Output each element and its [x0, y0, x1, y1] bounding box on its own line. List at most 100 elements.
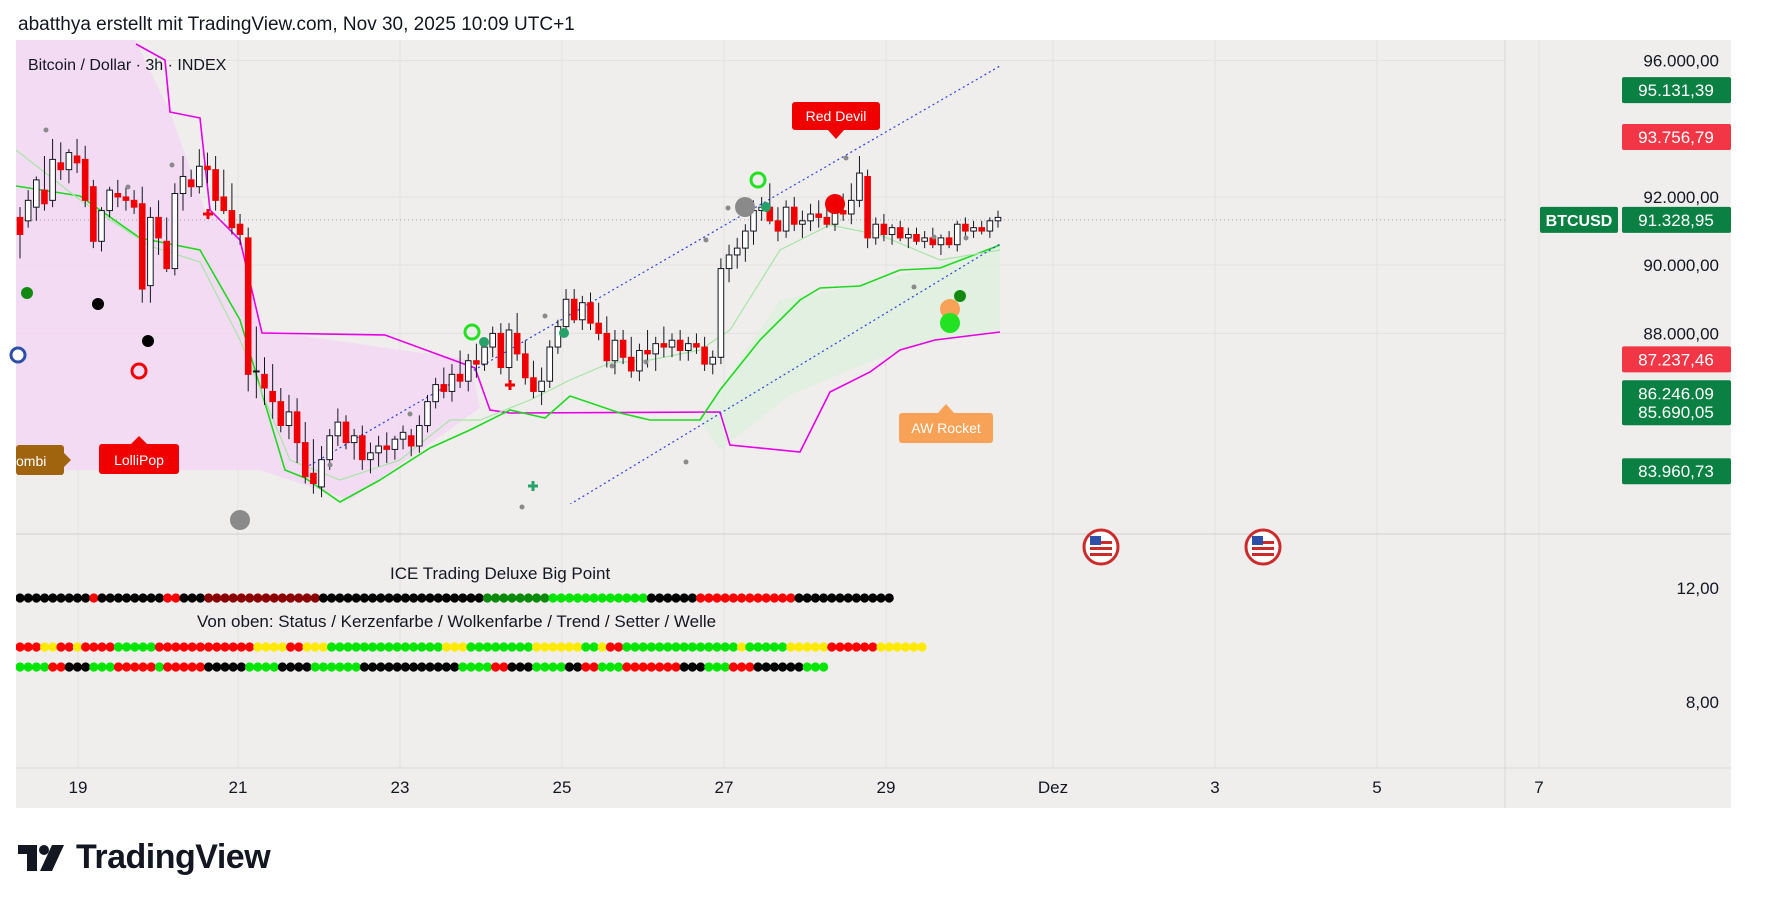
osc-dot [786, 593, 796, 603]
osc-dot [761, 593, 771, 603]
osc-dot [113, 662, 123, 672]
chart-caption: abatthya erstellt mit TradingView.com, N… [18, 14, 575, 35]
indicator-title-legend: Von oben: Status / Kerzenfarbe / Wolkenf… [197, 612, 716, 631]
candle-body [350, 435, 358, 444]
osc-dot [466, 593, 476, 603]
osc-dot [409, 662, 419, 672]
osc-dot [860, 593, 870, 603]
green-ring-marker [749, 171, 767, 189]
candle [611, 330, 619, 375]
price-label-bg [1622, 124, 1731, 151]
us-flag-icon[interactable] [1082, 528, 1120, 566]
label-aw-rocket-text: AW Rocket [911, 420, 981, 436]
candle [790, 196, 798, 232]
candle [497, 323, 505, 375]
osc-dot [794, 593, 804, 603]
candle [782, 200, 790, 238]
candle-body [57, 162, 65, 171]
osc-dot [753, 593, 763, 603]
osc-dot [253, 593, 263, 603]
osc-dot [507, 662, 517, 672]
candle [269, 364, 276, 419]
price-tick-label: 96.000,00 [1643, 51, 1719, 70]
candle [359, 425, 366, 470]
osc-dot [441, 662, 451, 672]
osc-dot [786, 662, 796, 672]
osc-dot [712, 662, 722, 672]
osc-dot [204, 593, 214, 603]
candle-body [864, 175, 871, 239]
candle-body [676, 339, 684, 351]
candle [742, 224, 749, 262]
osc-dot [171, 642, 181, 652]
osc-dot [286, 662, 296, 672]
candle [285, 394, 293, 440]
osc-dot [228, 642, 238, 652]
osc-dot [573, 642, 583, 652]
candle [725, 244, 733, 283]
osc-dot [417, 593, 427, 603]
osc-dot [704, 593, 714, 603]
osc-dot [597, 593, 607, 603]
candle-body [163, 240, 170, 270]
osc-dot [564, 662, 575, 672]
osc-dot [491, 593, 501, 603]
candle-body [236, 223, 244, 235]
time-tick-label: 19 [69, 778, 88, 797]
osc-dot [253, 642, 263, 652]
teal-small-dot [761, 202, 771, 212]
candle [163, 217, 170, 272]
osc-dot [105, 662, 115, 672]
osc-dot [548, 662, 558, 672]
osc-dot [884, 593, 894, 603]
osc-dot [614, 593, 624, 603]
candle [391, 435, 399, 460]
candle [456, 350, 464, 388]
osc-dot [597, 642, 607, 652]
oscillator-tick-label: 8,00 [1686, 693, 1719, 712]
osc-dot [458, 662, 468, 672]
osc-dot [753, 642, 763, 652]
osc-dot [663, 662, 673, 672]
osc-dot [97, 593, 107, 603]
candle [627, 336, 635, 378]
candle [41, 156, 48, 211]
candle [301, 422, 309, 484]
green-ring-marker [463, 323, 481, 341]
candle [424, 394, 431, 433]
signal-markers [9, 127, 969, 530]
candle [416, 415, 423, 453]
candle [212, 156, 219, 211]
osc-dot [802, 642, 812, 652]
osc-dot [97, 662, 107, 672]
osc-dot [860, 642, 870, 652]
candle-body [603, 332, 611, 362]
osc-dot [802, 593, 812, 603]
candle-body [913, 233, 920, 242]
osc-dot [154, 642, 164, 652]
osc-dot [269, 642, 279, 652]
candle [65, 149, 73, 184]
grey-signal-dot [230, 510, 250, 530]
candle [505, 323, 513, 385]
candle [848, 183, 855, 225]
osc-dot [728, 662, 739, 672]
osc-dot [384, 642, 394, 652]
osc-dot [778, 642, 788, 652]
candle-body [953, 223, 961, 246]
candle-body [530, 377, 537, 392]
candle-body [538, 380, 545, 392]
grey-tick-dot [327, 462, 333, 468]
us-flag-icon[interactable] [1244, 528, 1282, 566]
tradingview-logo[interactable]: TradingView [18, 838, 271, 877]
osc-dot [286, 593, 296, 603]
osc-dot [433, 662, 443, 672]
osc-dot [204, 642, 214, 652]
osc-dot [171, 662, 181, 672]
osc-dot [638, 593, 648, 603]
osc-dot [122, 662, 132, 672]
osc-dot [540, 662, 550, 672]
osc-dot [327, 593, 337, 603]
candle [138, 186, 146, 303]
